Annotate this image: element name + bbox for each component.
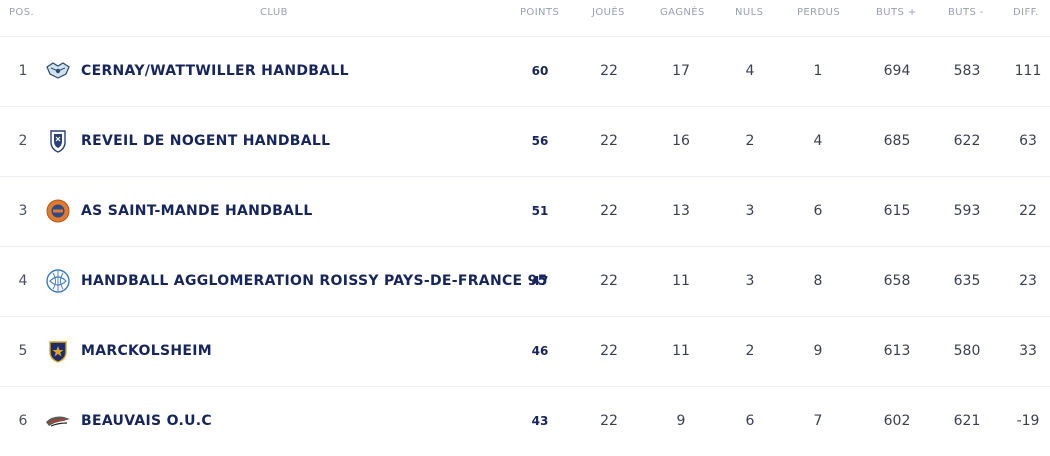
goals-for: 694 [883,63,911,79]
table-row[interactable]: 4 HANDBALL AGGLOMERATION ROISSY PAYS-DE-… [0,246,1050,317]
goal-difference: 33 [1019,343,1037,359]
draws: 2 [745,343,755,359]
header-diff: DIFF. [1013,7,1039,18]
beauvais-ouc-logo-icon [46,416,70,427]
losses: 9 [813,343,823,359]
points: 60 [531,64,549,78]
points: 46 [531,344,549,358]
marckolsheim-logo-icon [49,341,67,363]
position: 6 [18,413,28,429]
position: 1 [18,63,28,79]
table-row[interactable]: 3 AS SAINT-MANDE HANDBALL 51 22 13 3 6 6… [0,176,1050,247]
header-buts-plus: BUTS + [876,7,917,18]
matches-played: 22 [600,63,618,79]
roissy-handball-logo-icon [46,269,70,293]
goals-against: 580 [953,343,981,359]
header-nuls: NULS [735,7,764,18]
losses: 4 [813,133,823,149]
matches-played: 22 [600,203,618,219]
goal-difference: -19 [1016,413,1040,429]
goals-for: 658 [883,273,911,289]
saint-mande-handball-logo-icon [46,199,70,223]
losses: 1 [813,63,823,79]
goals-for: 685 [883,133,911,149]
matches-played: 22 [600,343,618,359]
header-gagnes: GAGNÉS [660,7,705,18]
goal-difference: 22 [1019,203,1037,219]
cernay-handball-logo-icon [46,62,70,79]
standings-table: POS. CLUB POINTS JOUÉS GAGNÉS NULS PERDU… [0,0,1050,429]
header-perdus: PERDUS [797,7,841,18]
losses: 8 [813,273,823,289]
goals-against: 621 [953,413,981,429]
draws: 6 [745,413,755,429]
table-row[interactable]: 6 BEAUVAIS O.U.C 43 22 9 6 7 602 621 -19 [0,386,1050,456]
header-joues: JOUÉS [592,7,625,18]
draws: 3 [745,203,755,219]
header-club: CLUB [260,7,288,18]
wins: 16 [672,133,690,149]
nogent-handball-logo-icon [50,130,66,153]
matches-played: 22 [600,133,618,149]
position: 3 [18,203,28,219]
goals-against: 593 [953,203,981,219]
club-name[interactable]: AS SAINT-MANDE HANDBALL [81,203,313,219]
goals-for: 615 [883,203,911,219]
goals-against: 622 [953,133,981,149]
draws: 3 [745,273,755,289]
wins: 11 [672,343,690,359]
points: 51 [531,204,549,218]
goals-for: 602 [883,413,911,429]
table-row[interactable]: 1 CERNAY/WATTWILLER HANDBALL 60 22 17 4 … [0,36,1050,107]
wins: 9 [676,413,686,429]
matches-played: 22 [600,273,618,289]
table-row[interactable]: 2 REVEIL DE NOGENT HANDBALL 56 22 16 2 4… [0,106,1050,177]
draws: 2 [745,133,755,149]
header-buts-minus: BUTS - [948,7,984,18]
matches-played: 22 [600,413,618,429]
goals-for: 613 [883,343,911,359]
club-name[interactable]: CERNAY/WATTWILLER HANDBALL [81,63,349,79]
position: 4 [18,273,28,289]
wins: 17 [672,63,690,79]
losses: 7 [813,413,823,429]
club-name[interactable]: HANDBALL AGGLOMERATION ROISSY PAYS-DE-FR… [81,273,548,289]
header-points: POINTS [520,7,560,18]
goal-difference: 111 [1014,63,1042,79]
goal-difference: 23 [1019,273,1037,289]
position: 2 [18,133,28,149]
club-name[interactable]: MARCKOLSHEIM [81,343,212,359]
points: 43 [531,414,549,428]
table-row[interactable]: 5 MARCKOLSHEIM 46 22 11 2 9 613 580 33 [0,316,1050,387]
goals-against: 635 [953,273,981,289]
points: 56 [531,134,549,148]
points: 47 [531,274,549,288]
wins: 13 [672,203,690,219]
goal-difference: 63 [1019,133,1037,149]
draws: 4 [745,63,755,79]
header-pos: POS. [9,7,35,18]
losses: 6 [813,203,823,219]
club-name[interactable]: BEAUVAIS O.U.C [81,413,212,429]
table-header: POS. CLUB POINTS JOUÉS GAGNÉS NULS PERDU… [0,0,1050,37]
position: 5 [18,343,28,359]
club-name[interactable]: REVEIL DE NOGENT HANDBALL [81,133,331,149]
wins: 11 [672,273,690,289]
goals-against: 583 [953,63,981,79]
